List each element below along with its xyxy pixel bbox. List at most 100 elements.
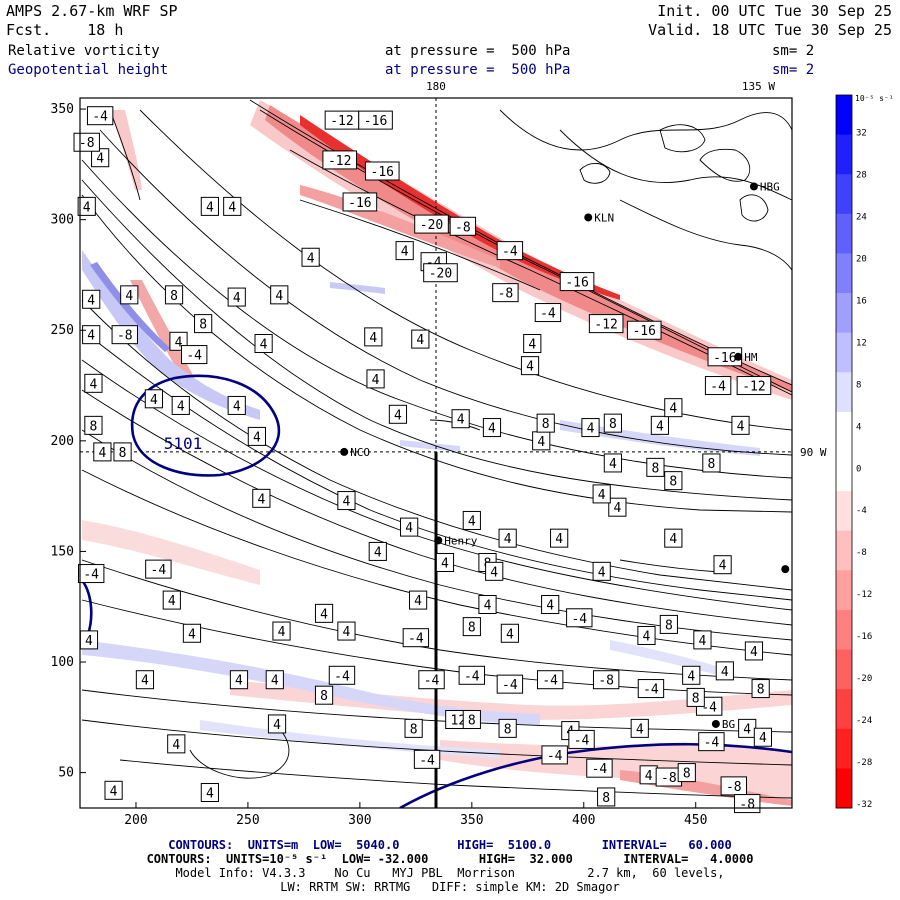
label-box: [664, 471, 683, 491]
label-text: 4: [394, 408, 402, 423]
contour-value-label: 4: [395, 241, 414, 261]
contour-value-label: 4: [400, 517, 419, 537]
label-box: [395, 241, 414, 261]
label-text: -4: [424, 674, 440, 689]
colorbar-tick-label: -12: [856, 590, 872, 600]
label-box: [650, 415, 669, 435]
label-text: 4: [468, 514, 476, 529]
contour-value-label: 4: [200, 196, 219, 216]
contour-value-label: 8: [462, 710, 481, 730]
y-tick-label: 150: [51, 544, 74, 559]
contour-value-label: 4: [366, 369, 385, 389]
label-text: 4: [87, 293, 95, 308]
label-box: [496, 674, 524, 694]
label-text: 8: [669, 475, 677, 490]
colorbar-tick-label: -28: [856, 758, 872, 768]
label-box: [630, 718, 649, 738]
height-contour-label: 5101: [164, 434, 203, 453]
label-text: 8: [90, 419, 98, 434]
contour-value-label: 4: [120, 285, 139, 305]
label-text: 8: [602, 791, 610, 806]
y-tick-label: 350: [51, 102, 74, 117]
label-text: 4: [233, 399, 241, 414]
label-box: [664, 528, 683, 548]
station-dot: [584, 213, 593, 222]
label-text: 4: [759, 731, 767, 746]
label-text: 8: [542, 417, 550, 432]
colorbar-swatch: [836, 768, 852, 809]
label-box: [698, 732, 725, 752]
contour-value-label: -4: [328, 665, 356, 685]
label-box: [592, 670, 620, 690]
contour-value-label: 4: [435, 552, 455, 572]
colorbar-swatch: [836, 411, 852, 452]
label-box: [411, 329, 430, 349]
label-text: -8: [498, 287, 514, 302]
contour-value-label: 4: [144, 389, 163, 409]
label-box: [568, 729, 595, 749]
y-tick-label: 250: [51, 323, 74, 338]
colorbar-swatch: [836, 332, 852, 373]
label-box: [104, 780, 123, 800]
label-text: 4: [235, 674, 243, 689]
label-text: -8: [117, 329, 133, 344]
station-label: HBG: [760, 180, 780, 193]
label-box: [84, 415, 103, 435]
label-text: 4: [96, 152, 104, 167]
label-box: [364, 161, 400, 181]
label-text: -8: [661, 771, 677, 786]
label-text: 4: [598, 565, 606, 580]
label-text: 4: [271, 674, 279, 689]
label-box: [637, 625, 656, 645]
x-axis: 200 250 300 350 400 450: [124, 802, 707, 828]
label-box: [77, 196, 96, 216]
colorbar-tick-label: -16: [856, 632, 872, 642]
label-box: [404, 718, 423, 738]
label-text: 8: [119, 446, 127, 461]
label-text: 4: [260, 338, 268, 353]
contour-value-label: 4: [482, 418, 502, 438]
model-physics: LW: RRTM SW: RRTMG DIFF: simple KM: 2D S…: [280, 880, 620, 894]
label-text: -4: [710, 380, 726, 395]
contour-value-label: 8: [686, 687, 705, 707]
label-box: [744, 641, 764, 661]
label-box: [120, 285, 139, 305]
label-text: -8: [79, 136, 95, 151]
label-box: [686, 687, 705, 707]
label-box: [342, 192, 378, 212]
label-text: 8: [652, 461, 660, 476]
label-box: [368, 541, 387, 561]
contour-value-label: -20: [423, 263, 458, 283]
colorbar-swatch: [836, 609, 852, 651]
label-text: 4: [343, 625, 351, 640]
label-box: [677, 763, 696, 783]
label-text: 4: [110, 784, 118, 799]
label-box: [314, 685, 334, 705]
grid-label: 135 W: [742, 80, 775, 93]
colorbar-tick-label: 8: [856, 380, 861, 390]
height-contour-info: CONTOURS: UNITS=m LOW= 5040.0 HIGH= 5100…: [168, 838, 732, 852]
field1-smoothing: sm= 2: [772, 43, 815, 59]
label-text: 4: [257, 492, 265, 507]
label-box: [523, 334, 542, 354]
label-box: [458, 665, 486, 685]
x-tick-label: 350: [460, 813, 483, 828]
x-tick-label: 300: [348, 813, 371, 828]
vorticity-contour-info: CONTOURS: UNITS=10⁻⁵ s⁻¹ LOW= -32.000 HI…: [146, 852, 754, 866]
label-box: [586, 758, 613, 778]
contour-value-label: 4: [462, 510, 481, 530]
label-text: 4: [206, 200, 214, 215]
contour-value-label: -4: [698, 732, 725, 752]
label-box: [111, 325, 138, 345]
field2-name: Geopotential height: [8, 62, 169, 78]
label-box: [713, 555, 732, 575]
label-box: [534, 303, 562, 323]
label-text: 4: [555, 532, 563, 547]
contour-value-label: 8: [664, 471, 683, 491]
contour-value-label: 4: [247, 426, 266, 446]
contour-value-label: 4: [523, 334, 542, 354]
contour-value-label: 4: [364, 327, 383, 347]
plot-frame: [79, 97, 793, 809]
label-text: -4: [502, 678, 518, 693]
